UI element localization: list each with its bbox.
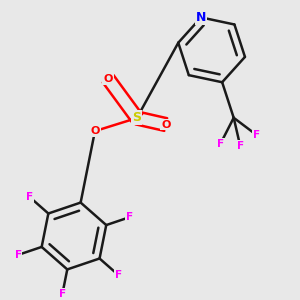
Text: N: N (196, 11, 206, 24)
Text: F: F (59, 289, 66, 299)
Text: F: F (217, 139, 224, 148)
Text: F: F (126, 212, 134, 222)
Text: F: F (14, 250, 22, 260)
Text: F: F (26, 192, 33, 202)
Text: S: S (132, 112, 141, 124)
Text: F: F (115, 270, 122, 280)
Text: F: F (237, 141, 244, 151)
Text: O: O (161, 120, 170, 130)
Text: F: F (253, 130, 260, 140)
Text: O: O (90, 126, 100, 136)
Text: O: O (103, 74, 113, 84)
